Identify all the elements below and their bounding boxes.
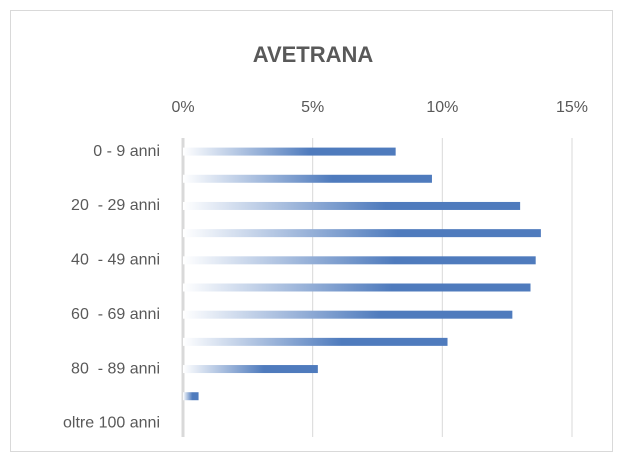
x-tick-label: 10%: [426, 99, 458, 116]
bar: [183, 147, 396, 156]
bar: [183, 174, 432, 183]
x-tick-label: 0%: [171, 99, 194, 116]
bar: [183, 392, 199, 401]
y-tick-label: 20 - 29 anni: [71, 197, 160, 214]
y-tick-label: 40 - 49 anni: [71, 252, 160, 269]
y-tick-label: 80 - 89 anni: [71, 360, 160, 377]
x-tick-label: 15%: [556, 99, 588, 116]
bar: [183, 256, 536, 265]
y-tick-label: 0 - 9 anni: [93, 143, 160, 160]
chart-title: AVETRANA: [253, 42, 374, 67]
x-tick-label: 5%: [301, 99, 324, 116]
bar: [183, 201, 521, 210]
bar: [183, 283, 531, 292]
bar: [183, 310, 513, 319]
bar: [183, 365, 318, 374]
y-tick-label: oltre 100 anni: [63, 415, 160, 432]
bar: [183, 229, 541, 238]
bar: [183, 337, 448, 346]
y-tick-label: 60 - 69 anni: [71, 306, 160, 323]
